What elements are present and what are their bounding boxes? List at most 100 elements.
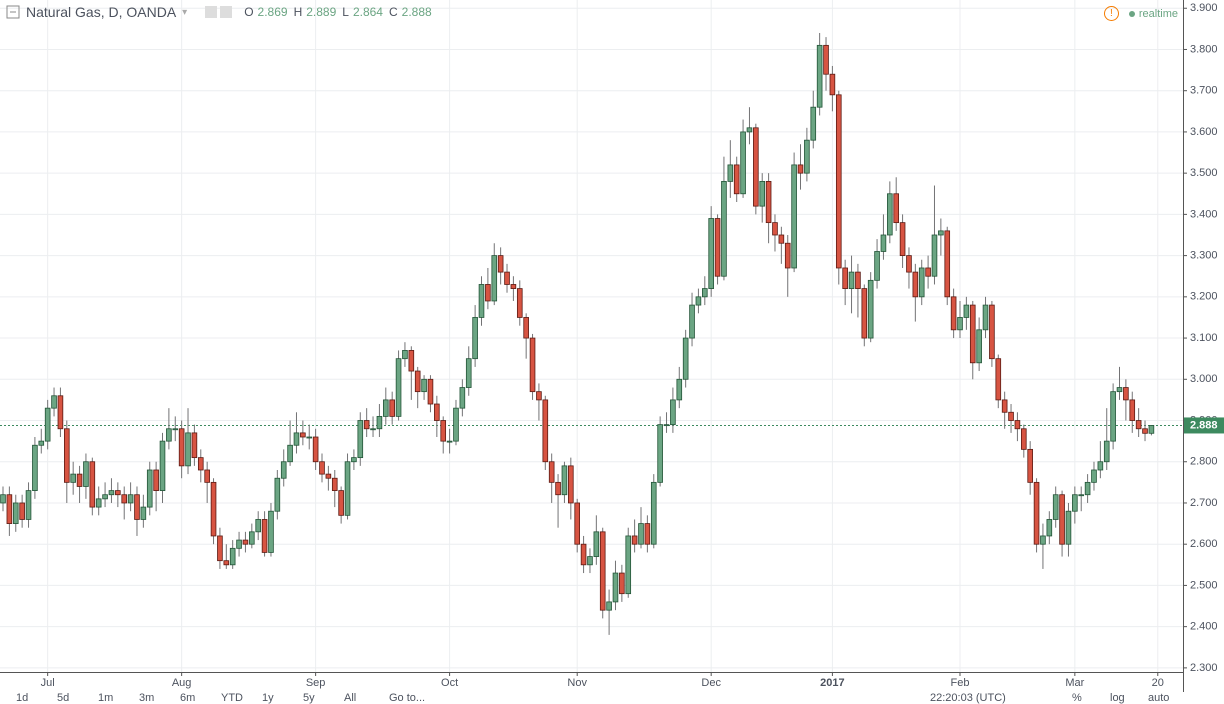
- x-tick-label: Sep: [306, 677, 326, 689]
- candle-body: [402, 350, 408, 360]
- candle-body: [1091, 469, 1097, 483]
- candle-body: [835, 94, 842, 269]
- candle-body: [823, 44, 829, 75]
- ohlc-key: C: [388, 5, 398, 19]
- candle-body: [599, 531, 606, 611]
- candle-body: [906, 255, 912, 273]
- y-tick-label: 2.700: [1190, 497, 1218, 509]
- candle-body: [548, 461, 555, 483]
- candle-body: [472, 317, 478, 360]
- candle-body: [127, 494, 134, 504]
- candle-body: [210, 481, 217, 537]
- candle-body: [172, 428, 179, 431]
- candle-body: [217, 535, 223, 562]
- x-tick-label: Dec: [701, 677, 721, 689]
- scale-option[interactable]: auto: [1148, 692, 1170, 704]
- candle-body: [1027, 448, 1033, 483]
- x-tick-label: 2017: [820, 677, 844, 689]
- toolbar-button[interactable]: YTD: [221, 692, 243, 704]
- toolbar-button[interactable]: 5y: [303, 692, 315, 704]
- candle-body: [899, 222, 906, 257]
- candle-body: [1001, 399, 1008, 413]
- candle-body: [746, 127, 753, 133]
- candle-body: [504, 271, 510, 285]
- candle-body: [102, 494, 108, 500]
- y-tick-label: 2.500: [1190, 579, 1218, 591]
- eye-icon[interactable]: [205, 6, 218, 18]
- candle-body: [57, 395, 64, 430]
- x-tick-label: Nov: [567, 677, 587, 689]
- candle-body: [938, 230, 944, 236]
- time-axis-bg: [0, 672, 1183, 692]
- candle-body: [644, 523, 651, 545]
- toolbar-button[interactable]: 5d: [57, 692, 70, 704]
- candle-body: [829, 73, 836, 96]
- candle-body: [1135, 420, 1142, 430]
- candle-body: [969, 304, 976, 364]
- candle-body: [542, 399, 549, 463]
- candle-body: [223, 560, 230, 566]
- scale-option[interactable]: log: [1110, 692, 1125, 704]
- x-tick-label: 20: [1152, 677, 1164, 689]
- candle-body: [753, 127, 759, 207]
- candle-body: [759, 180, 766, 207]
- candle-body: [740, 131, 746, 195]
- toolbar-button[interactable]: 1y: [262, 692, 274, 704]
- candle-body: [606, 601, 612, 611]
- collapse-icon[interactable]: [6, 5, 20, 19]
- candle-body: [1110, 391, 1116, 442]
- candle-body: [778, 234, 785, 244]
- candle-body: [287, 444, 293, 463]
- candle-body: [319, 461, 325, 475]
- candle-body: [772, 222, 778, 236]
- y-tick-label: 3.000: [1190, 373, 1218, 385]
- candle-body: [12, 502, 19, 524]
- y-tick-label: 3.500: [1190, 167, 1218, 179]
- candle-body: [676, 378, 683, 401]
- candle-body: [274, 477, 281, 512]
- toolbar-button[interactable]: 1m: [98, 692, 114, 704]
- symbol-title[interactable]: Natural Gas, D, OANDA: [26, 4, 177, 20]
- candle-body: [861, 288, 868, 339]
- candle-body: [568, 465, 574, 504]
- candle-body: [1097, 461, 1104, 471]
- settings-icon[interactable]: [220, 6, 233, 18]
- candle-body: [312, 436, 319, 463]
- toolbar-button[interactable]: All: [344, 692, 357, 704]
- candle-body: [153, 469, 159, 492]
- toolbar-button[interactable]: 3m: [139, 692, 155, 704]
- y-tick-label: 3.100: [1190, 332, 1218, 344]
- candle-body: [625, 535, 632, 595]
- candle-body: [1046, 519, 1053, 537]
- candle-body: [0, 494, 6, 504]
- y-tick-label: 2.800: [1190, 456, 1218, 468]
- candle-body: [268, 510, 274, 553]
- candle-body: [925, 267, 931, 277]
- scale-option[interactable]: %: [1072, 692, 1082, 704]
- candle-body: [842, 267, 848, 289]
- candle-body: [733, 164, 740, 195]
- candle-body: [1059, 494, 1065, 545]
- candle-body: [1084, 481, 1091, 496]
- candle-body: [791, 164, 797, 269]
- toolbar-button[interactable]: Go to...: [389, 692, 426, 704]
- candle-body: [989, 304, 995, 360]
- dropdown-icon[interactable]: ▾: [182, 6, 188, 18]
- candle-body: [357, 420, 364, 459]
- candle-body: [784, 242, 791, 269]
- candle-body: [191, 432, 198, 459]
- toolbar-button[interactable]: 1d: [16, 692, 29, 704]
- candle-body: [982, 304, 989, 331]
- x-tick-label: Aug: [172, 677, 192, 689]
- ohlc-key: O: [244, 5, 254, 19]
- candle-body: [574, 502, 580, 545]
- candle-body: [810, 106, 817, 141]
- candle-body: [1142, 428, 1148, 434]
- candle-body: [331, 477, 338, 492]
- ohlc-value: 2.888: [401, 5, 432, 19]
- status: ! realtime: [1103, 6, 1178, 21]
- candle-body: [714, 218, 721, 277]
- toolbar-button[interactable]: 6m: [180, 692, 196, 704]
- alert-icon[interactable]: !: [1103, 6, 1119, 21]
- candle-body: [293, 432, 300, 446]
